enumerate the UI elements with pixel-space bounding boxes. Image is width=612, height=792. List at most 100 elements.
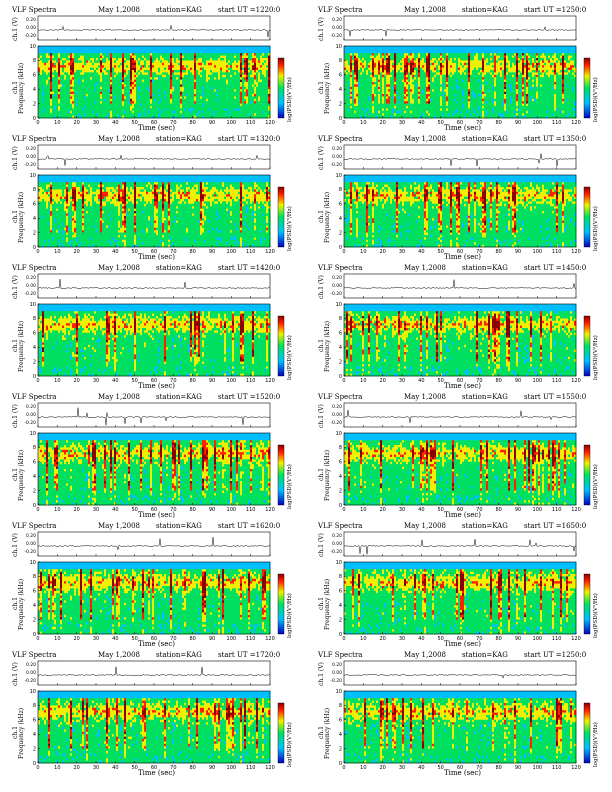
x-tick-label: 10 [360, 378, 366, 384]
waveform-tick-label: -0.20 [24, 678, 36, 684]
x-tick-label: 20 [379, 507, 385, 513]
colorbar [583, 702, 591, 764]
waveform-tick-label: 0.00 [332, 154, 342, 160]
spectrogram-heatmap [344, 433, 577, 506]
x-axis-label: Time (sec) [138, 253, 175, 261]
x-tick-label: 60 [151, 249, 157, 255]
waveform-axis-label: ch.1 (V) [12, 404, 19, 428]
x-tick-label: 50 [131, 120, 137, 126]
x-tick-label: 50 [437, 507, 443, 513]
x-tick-label: 40 [418, 636, 424, 642]
y-tick-label: 6 [339, 718, 342, 724]
waveform-tick-label: 0.20 [26, 662, 36, 668]
x-tick-label: 100 [227, 249, 237, 255]
y-tick-label: 8 [339, 187, 342, 193]
y-tick-label: 6 [33, 331, 36, 337]
x-tick-label: 60 [151, 636, 157, 642]
x-tick-label: 60 [151, 378, 157, 384]
x-tick-label: 30 [399, 636, 405, 642]
waveform-trace [343, 539, 577, 555]
spectrogram-panel: VLF Spectra May 1,2008 station=KAG start UT… [314, 520, 610, 648]
frequency-axis-label: Frequency (kHz) [324, 450, 331, 501]
start-time-label: start UT =1520:0 [218, 391, 280, 403]
x-tick-label: 50 [131, 765, 137, 771]
x-tick-label: 120 [571, 636, 581, 642]
x-tick-label: 30 [93, 249, 99, 255]
x-tick-label: 20 [379, 636, 385, 642]
waveform-trace [343, 25, 577, 37]
waveform-tick-label: -0.20 [330, 420, 342, 426]
y-tick-label: 0 [339, 116, 342, 122]
frequency-axis-label: Frequency (kHz) [324, 708, 331, 759]
x-tick-label: 20 [73, 120, 79, 126]
colorbar [277, 444, 285, 506]
y-tick-label: 6 [33, 718, 36, 724]
spectrogram-heatmap [38, 562, 271, 635]
waveform-tick-label: 0.00 [332, 25, 342, 31]
frequency-axis-label: Frequency (kHz) [324, 321, 331, 372]
x-tick-label: 40 [112, 378, 118, 384]
waveform-tick-label: 0.00 [26, 412, 36, 418]
waveform-tick-label: 0.00 [26, 25, 36, 31]
y-tick-label: 4 [33, 732, 36, 738]
y-tick-label: 10 [336, 173, 342, 179]
colorbar [583, 57, 591, 119]
station-label: station=KAG [462, 649, 508, 661]
waveform-tick-label: 0.20 [332, 404, 342, 410]
waveform-tick-label: 0.00 [332, 541, 342, 547]
x-tick-label: 60 [457, 765, 463, 771]
colorbar-label: log(PSD)(V²/Hz) [593, 335, 599, 380]
station-label: station=KAG [462, 391, 508, 403]
waveform-frame [343, 15, 577, 41]
channel-label: ch.1 [12, 468, 19, 481]
y-tick-label: 10 [336, 302, 342, 308]
x-axis-label: Time (sec) [138, 769, 175, 777]
x-tick-label: 50 [437, 378, 443, 384]
x-tick-label: 0 [36, 636, 39, 642]
waveform-axis-label: ch.1 (V) [12, 17, 19, 41]
x-tick-label: 70 [476, 765, 482, 771]
spectrogram-heatmap [344, 175, 577, 248]
spectrogram-heatmap [38, 691, 271, 764]
chart-date: May 1,2008 [98, 520, 140, 532]
x-tick-label: 120 [571, 507, 581, 513]
y-tick-label: 8 [33, 574, 36, 580]
x-tick-label: 60 [457, 636, 463, 642]
x-tick-label: 40 [112, 636, 118, 642]
y-tick-label: 2 [33, 617, 36, 623]
y-tick-label: 8 [339, 574, 342, 580]
x-tick-label: 0 [36, 378, 39, 384]
x-tick-label: 100 [227, 636, 237, 642]
spectrogram-panel: VLF Spectra May 1,2008 station=KAG start UT… [8, 391, 304, 519]
y-tick-label: 4 [339, 216, 342, 222]
y-tick-label: 8 [33, 187, 36, 193]
x-tick-label: 20 [73, 765, 79, 771]
x-tick-label: 20 [73, 249, 79, 255]
waveform-tick-label: 0.00 [332, 283, 342, 289]
x-tick-label: 40 [418, 249, 424, 255]
waveform-tick-label: 0.20 [332, 17, 342, 23]
x-tick-label: 40 [418, 507, 424, 513]
x-tick-label: 90 [209, 765, 215, 771]
waveform-tick-label: -0.20 [24, 33, 36, 39]
waveform-tick-label: -0.20 [330, 33, 342, 39]
x-tick-label: 100 [533, 120, 543, 126]
colorbar [583, 573, 591, 635]
x-tick-label: 50 [437, 120, 443, 126]
y-tick-label: 0 [33, 116, 36, 122]
x-axis-label: Time (sec) [444, 382, 481, 390]
waveform-frame [343, 402, 577, 428]
x-tick-label: 30 [93, 120, 99, 126]
x-tick-label: 110 [246, 636, 256, 642]
x-tick-label: 30 [399, 249, 405, 255]
start-time-label: start UT =1220:0 [218, 4, 280, 16]
station-label: station=KAG [462, 4, 508, 16]
y-tick-label: 0 [33, 374, 36, 380]
station-label: station=KAG [156, 391, 202, 403]
x-tick-label: 120 [265, 378, 275, 384]
